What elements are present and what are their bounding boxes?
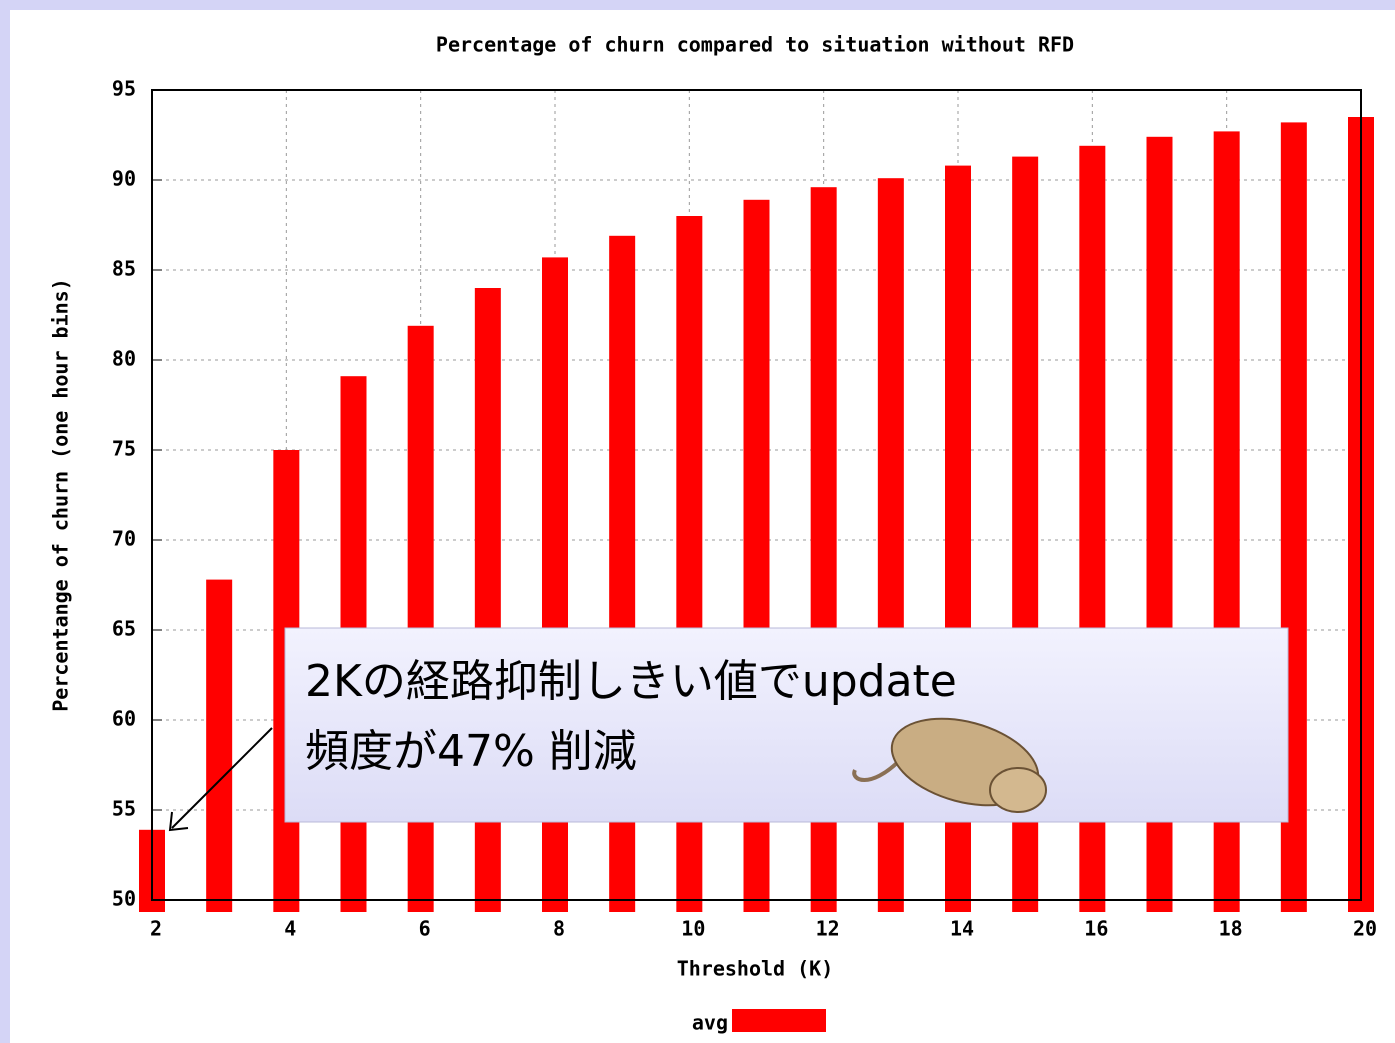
annotation-text: 2Kの経路抑制しきい値でupdate [305, 656, 957, 707]
x-tick-label: 12 [816, 917, 840, 941]
x-tick-label: 2 [150, 917, 162, 941]
x-tick-label: 8 [553, 917, 565, 941]
bar [407, 325, 434, 912]
plot-frame [151, 89, 1362, 901]
x-tick-label: 4 [284, 917, 296, 941]
y-tick-label: 75 [112, 437, 136, 461]
bar [206, 579, 233, 912]
y-tick-label: 95 [112, 77, 136, 101]
annotation-arrow [171, 727, 273, 829]
x-tick-label: 10 [681, 917, 705, 941]
annotation-text: 頻度が47% 削減 [305, 726, 637, 777]
y-tick-label: 80 [112, 347, 136, 371]
x-tick-label: 16 [1084, 917, 1108, 941]
y-tick-label: 60 [112, 707, 136, 731]
arrow-head [168, 811, 189, 832]
y-tick-label: 55 [112, 797, 136, 821]
annotation: 2Kの経路抑制しきい値でupdate 頻度が47% 削減 [168, 627, 1289, 832]
y-tick-label: 50 [112, 887, 136, 911]
y-axis-label: Percentange of churn (one hour bins) [49, 278, 73, 711]
x-tick-label: 6 [419, 917, 431, 941]
x-tick-label: 18 [1219, 917, 1243, 941]
annotation-box [284, 627, 1289, 823]
legend-label: avg [692, 1011, 728, 1035]
y-tick-label: 70 [112, 527, 136, 551]
rat-illustration [852, 717, 1047, 813]
chart-title: Percentage of churn compared to situatio… [436, 33, 1074, 57]
x-tick-label: 20 [1353, 917, 1377, 941]
y-tick-label: 65 [112, 617, 136, 641]
y-tick-label: 85 [112, 257, 136, 281]
legend-swatch [732, 1009, 826, 1032]
y-tick-label: 90 [112, 167, 136, 191]
x-axis-label: Threshold (K) [677, 957, 834, 981]
x-tick-label: 14 [950, 917, 974, 941]
